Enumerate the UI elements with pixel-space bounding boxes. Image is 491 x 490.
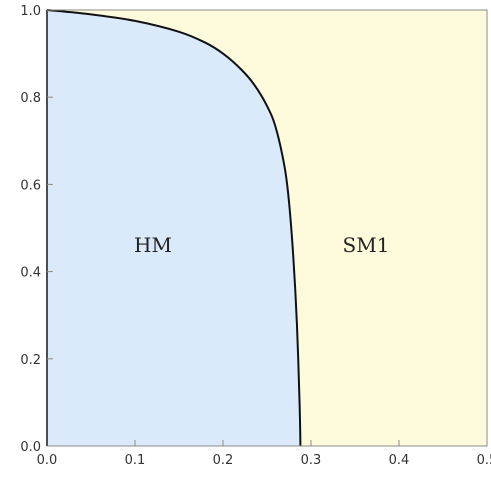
- region-hm: [47, 10, 301, 446]
- x-tick-label: 0.3: [301, 453, 322, 468]
- x-tick-label: 0.0: [37, 453, 58, 468]
- y-tick-label: 0.8: [20, 91, 41, 106]
- plot-frame: [46, 9, 488, 447]
- labels-layer: HM SM1: [134, 233, 389, 257]
- regions-layer: [47, 10, 487, 446]
- y-tick-label: 1.0: [20, 4, 41, 19]
- y-tick-label: 0.4: [20, 266, 41, 281]
- region-label-sm1: SM1: [343, 233, 390, 257]
- x-tick-label: 0.5: [477, 453, 491, 468]
- y-tick-label: 0.0: [20, 440, 41, 455]
- x-tick-label: 0.1: [125, 453, 146, 468]
- ticks-layer: 0.0 0.1 0.2 0.3 0.4 0.5 0.0 0.2 0.4 0.6 0.8 1.0: [20, 4, 491, 468]
- y-tick-label: 0.6: [20, 178, 41, 193]
- x-tick-label: 0.4: [389, 453, 410, 468]
- x-tick-label: 0.2: [213, 453, 234, 468]
- phase-boundary-curve: [46, 9, 302, 447]
- axes-layer: [46, 9, 488, 447]
- y-tick-label: 0.2: [20, 353, 41, 368]
- region-label-hm: HM: [134, 233, 172, 257]
